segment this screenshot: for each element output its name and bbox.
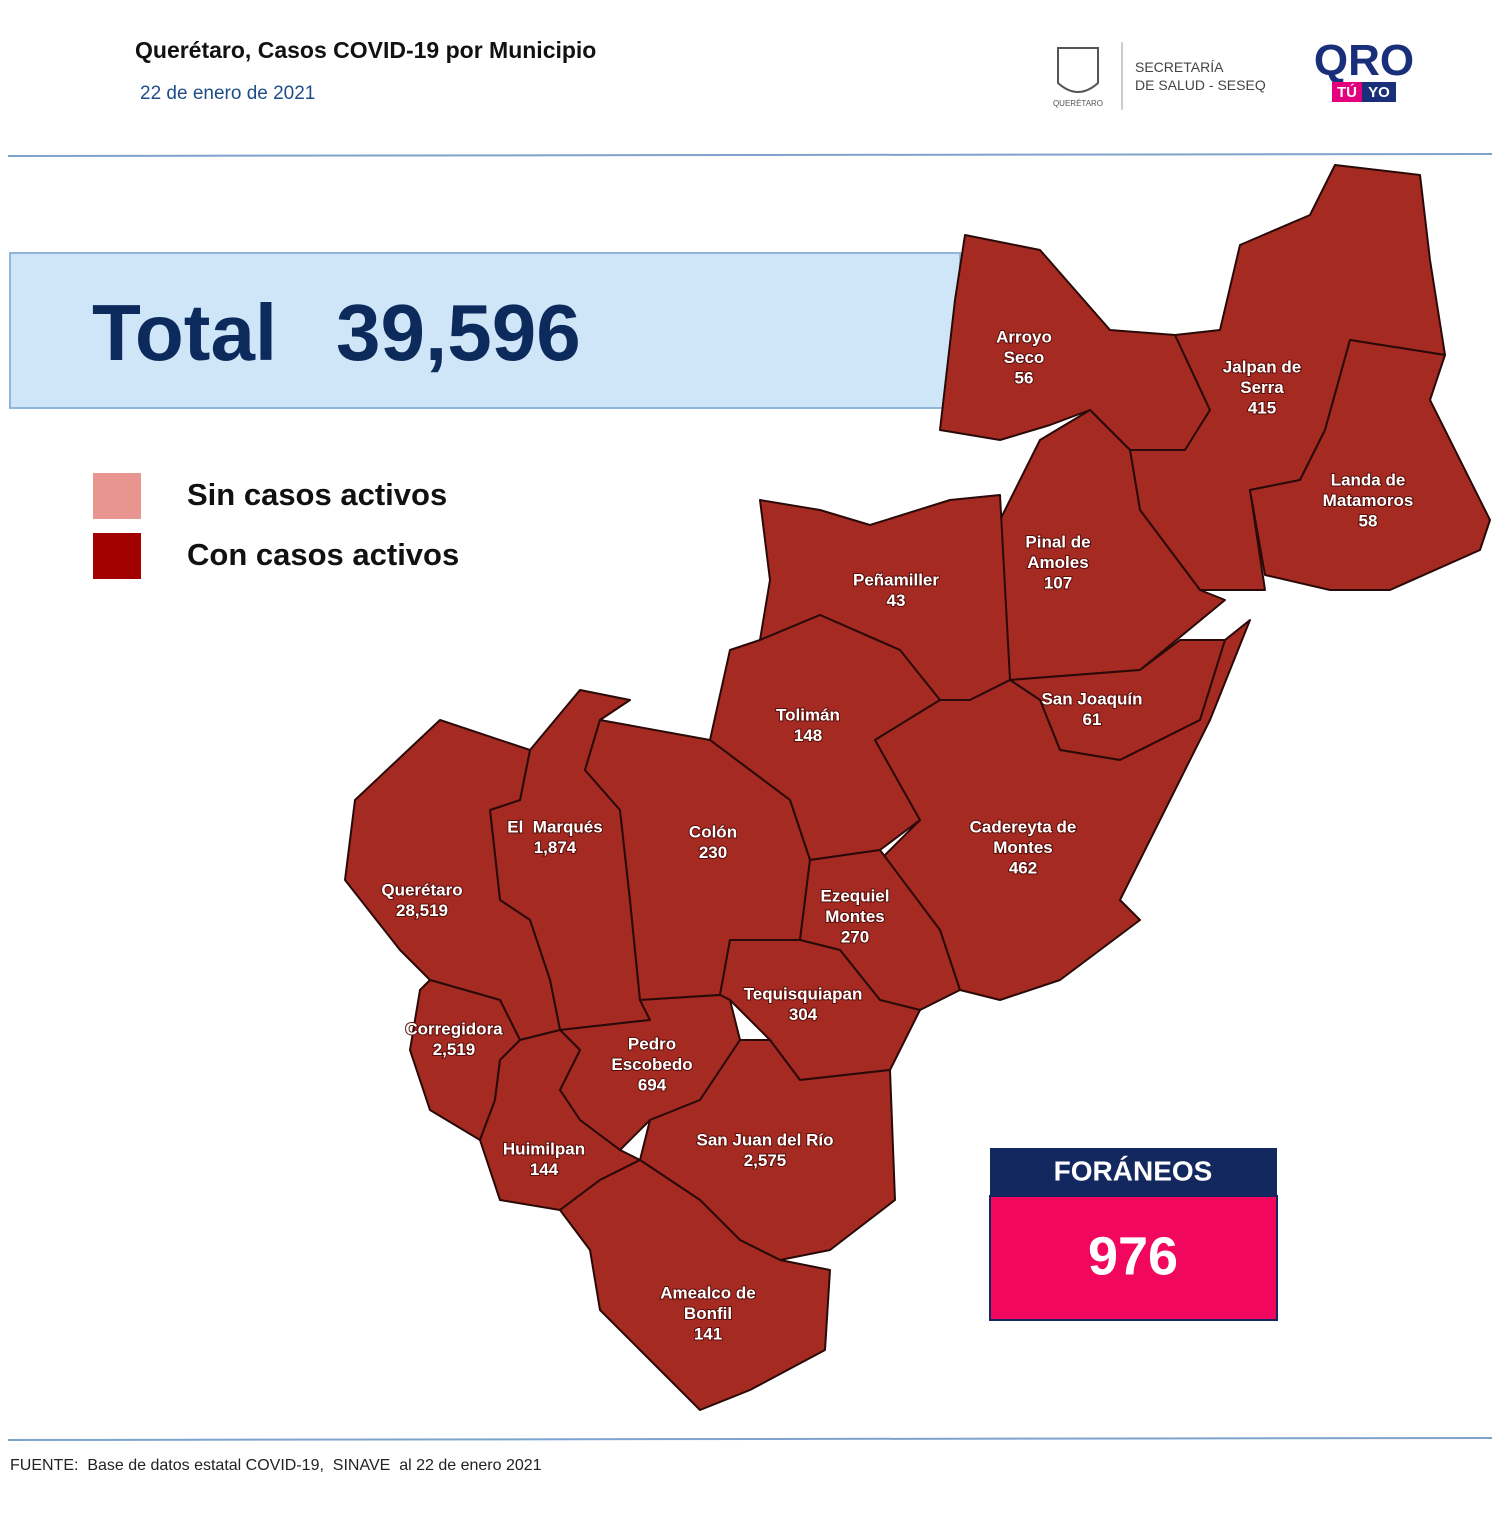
municipality-name: Tolimán — [776, 705, 840, 724]
municipality-name: Colón — [689, 822, 737, 841]
rule — [7, 1437, 1493, 1441]
municipality-name: Amoles — [1027, 553, 1088, 572]
municipality-name: Querétaro — [381, 880, 462, 899]
municipality-name: Bonfil — [684, 1304, 732, 1323]
qro-logo: QRO TÚ YO — [1314, 36, 1414, 102]
municipality-cases: 270 — [841, 927, 869, 946]
municipality-cases: 144 — [530, 1160, 559, 1179]
title: Querétaro, Casos COVID-19 por Municipio — [135, 37, 596, 63]
municipality-cases: 462 — [1009, 858, 1037, 877]
seal-caption: QUERÉTARO — [1053, 99, 1103, 108]
municipality-cases: 141 — [694, 1324, 722, 1343]
municipality-name: Montes — [993, 838, 1053, 857]
municipality — [559, 1159, 831, 1411]
secretaria: DE SALUD - SESEQ — [1135, 77, 1266, 93]
municipality-name: Landa de — [1331, 470, 1406, 489]
legend-label: Con casos activos — [187, 537, 459, 572]
yo: YO — [1368, 84, 1390, 101]
qro: QRO — [1314, 36, 1414, 85]
municipality — [709, 614, 941, 861]
municipality — [939, 234, 1211, 451]
map — [344, 164, 1491, 1411]
municipality-cases: 56 — [1015, 368, 1034, 387]
municipality-name: Cadereyta de — [970, 817, 1077, 836]
municipality-cases: 28,519 — [396, 901, 448, 920]
municipality-cases: 2,575 — [744, 1151, 787, 1170]
municipality — [1249, 339, 1491, 591]
total-band: Total 39,596 — [9, 252, 961, 409]
municipality-cases: 2,519 — [433, 1040, 476, 1059]
total-value: 39,596 — [336, 288, 581, 377]
total-label: Total — [92, 288, 277, 377]
municipality-name: Montes — [825, 907, 885, 926]
municipality-name: Serra — [1240, 378, 1284, 397]
legend-label: Sin casos activos — [187, 477, 447, 512]
municipality-name: San Joaquín — [1041, 689, 1142, 708]
municipality-name: Pinal de — [1025, 532, 1090, 551]
municipality-cases: 304 — [789, 1005, 818, 1024]
foraneos-label: FORÁNEOS — [1054, 1155, 1213, 1186]
municipality-name: Escobedo — [611, 1055, 692, 1074]
municipality-name: Pedro — [628, 1034, 676, 1053]
foraneos-box: FORÁNEOS 976 — [989, 1148, 1278, 1321]
legend: Sin casos activos Con casos activos — [93, 473, 459, 579]
source: FUENTE: Base de datos estatal COVID-19, … — [10, 1457, 542, 1474]
municipality-cases: 58 — [1359, 511, 1378, 530]
seal-logo: QUERÉTARO SECRETARÍA DE SALUD - SESEQ — [1053, 42, 1266, 110]
municipality-cases: 230 — [699, 843, 727, 862]
municipality-cases: 694 — [638, 1075, 667, 1094]
date: 22 de enero de 2021 — [140, 83, 315, 104]
rule — [7, 153, 1493, 157]
municipality-name: Matamoros — [1323, 491, 1414, 510]
municipality-cases: 1,874 — [534, 838, 577, 857]
municipality-name: San Juan del Río — [697, 1130, 834, 1149]
foraneos-value: 976 — [1088, 1226, 1178, 1286]
municipality-cases: 43 — [887, 591, 906, 610]
municipality-name: Arroyo — [996, 327, 1052, 346]
legend-swatch — [93, 533, 141, 579]
municipality-cases: 107 — [1044, 573, 1072, 592]
secretaria: SECRETARÍA — [1135, 59, 1224, 75]
municipality-cases: 415 — [1248, 398, 1276, 417]
municipality-cases: 61 — [1083, 710, 1102, 729]
municipality-name: Corregidora — [405, 1019, 503, 1038]
municipality-cases: 148 — [794, 726, 822, 745]
municipality-name: Jalpan de — [1223, 357, 1301, 376]
tu: TÚ — [1337, 83, 1357, 101]
municipality-name: Tequisquiapan — [744, 984, 863, 1003]
municipality-name: Peñamiller — [853, 570, 939, 589]
municipality-name: Ezequiel — [821, 886, 890, 905]
municipality-name: El Marqués — [507, 817, 602, 836]
municipality-name: Amealco de — [660, 1283, 755, 1302]
municipality — [999, 409, 1226, 681]
legend-swatch — [93, 473, 141, 519]
municipality-name: Huimilpan — [503, 1139, 585, 1158]
municipality-name: Seco — [1004, 348, 1045, 367]
